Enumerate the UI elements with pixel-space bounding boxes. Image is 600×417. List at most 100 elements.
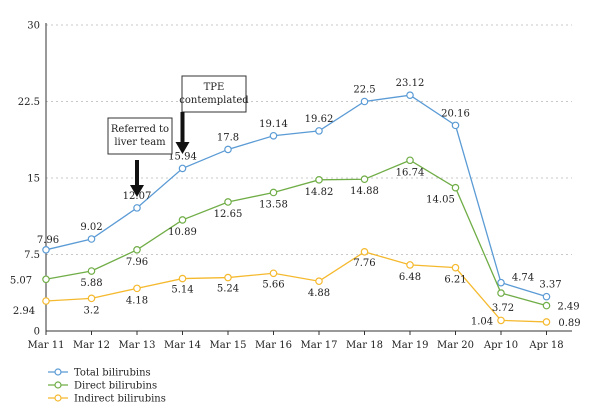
- data-point: [406, 156, 414, 165]
- x-tick-label: Mar 19: [392, 340, 429, 351]
- series-layer: [42, 91, 551, 326]
- data-label: 3.37: [539, 280, 561, 291]
- legend-label: Total bilirubins: [74, 368, 151, 379]
- data-label: 9.02: [80, 222, 102, 233]
- data-point: [87, 294, 96, 303]
- annotation-arrow-head: [130, 185, 144, 197]
- data-point: [133, 204, 141, 212]
- data-label: 5.66: [262, 279, 284, 290]
- data-label: 4.88: [308, 288, 330, 299]
- legend-marker: [54, 368, 62, 376]
- data-label: 20.16: [441, 108, 470, 119]
- data-label: 5.24: [217, 284, 239, 295]
- data-label: 5.14: [171, 285, 193, 296]
- data-point: [360, 97, 369, 106]
- data-label: 7.96: [37, 235, 59, 246]
- y-tick-label: 0: [34, 327, 40, 338]
- data-labels-layer: 7.969.0212.0715.9417.819.1419.6222.523.1…: [10, 78, 581, 329]
- legend-marker: [54, 394, 62, 402]
- data-point: [269, 131, 278, 140]
- series-line-1: [45, 94, 547, 298]
- data-point: [542, 318, 551, 326]
- y-tick-labels: 0 7.5 15 22.5 30: [18, 21, 40, 338]
- data-label: 2.49: [557, 302, 579, 313]
- annotation-callout: Referred to liver team: [107, 117, 173, 197]
- data-label: 5.07: [10, 275, 32, 286]
- data-point: [406, 261, 414, 269]
- x-tick-label: Mar 17: [301, 340, 338, 351]
- annotation-text: liver team: [114, 137, 166, 148]
- data-point: [315, 127, 323, 135]
- x-tick-label: Apr 18: [528, 340, 563, 351]
- data-label: 7.76: [353, 258, 375, 269]
- x-tick-label: Mar 18: [346, 340, 383, 351]
- data-label: 4.18: [126, 295, 148, 306]
- x-tick-label: Mar 16: [255, 340, 292, 351]
- data-label: 10.89: [168, 227, 197, 238]
- legend-marker: [54, 381, 62, 389]
- annotation-text: contemplated: [179, 95, 249, 106]
- data-label: 19.14: [259, 119, 288, 130]
- data-label: 6.21: [444, 275, 466, 286]
- data-label: 14.88: [350, 186, 379, 197]
- x-tick-label: Mar 11: [28, 340, 65, 351]
- annotation-text: Referred to: [111, 124, 169, 135]
- data-point: [224, 273, 232, 282]
- data-label: 13.58: [259, 199, 288, 210]
- y-tick-label: 15: [27, 174, 40, 185]
- data-point: [224, 198, 232, 206]
- data-point: [133, 246, 141, 254]
- data-label: 12.65: [214, 209, 243, 220]
- data-point: [497, 278, 505, 287]
- data-label: 5.88: [80, 278, 102, 289]
- data-point: [178, 216, 187, 224]
- legend: Total bilirubins Direct bilirubins Indirec…: [48, 368, 166, 405]
- data-label: 3.72: [492, 303, 514, 314]
- data-point: [497, 289, 505, 297]
- data-label: 23.12: [396, 78, 425, 89]
- data-label: 4.74: [512, 273, 534, 284]
- data-point: [133, 284, 141, 293]
- legend-label: Direct bilirubins: [74, 381, 157, 392]
- data-label: 0.89: [558, 318, 580, 329]
- data-point: [224, 145, 232, 154]
- data-point: [87, 235, 96, 243]
- data-label: 14.82: [305, 187, 334, 198]
- data-point: [42, 246, 50, 254]
- data-label: 16.74: [396, 167, 425, 178]
- data-point: [269, 188, 278, 197]
- data-point: [315, 176, 323, 184]
- annotation-callout: TPE contemplated: [175, 75, 249, 154]
- data-label: 1.04: [471, 316, 493, 327]
- y-tick-label: 30: [27, 21, 40, 32]
- data-point: [451, 183, 460, 192]
- data-point: [451, 121, 460, 130]
- legend-item: Total bilirubins: [48, 368, 151, 379]
- data-label: 3.2: [84, 305, 100, 316]
- annotation-text: TPE: [204, 82, 225, 93]
- data-point: [406, 91, 414, 99]
- annotation-box: [181, 75, 247, 113]
- y-tick-label: 7.5: [24, 250, 40, 261]
- data-point: [178, 164, 187, 173]
- axes: [45, 23, 572, 332]
- data-label: 6.48: [399, 272, 421, 283]
- data-point: [42, 275, 50, 284]
- data-point: [360, 175, 369, 184]
- data-point: [178, 274, 187, 283]
- series-line-3: [45, 251, 547, 323]
- data-point: [315, 277, 323, 286]
- data-label: 17.8: [217, 132, 239, 143]
- data-point: [542, 292, 551, 301]
- x-tick-label: Mar 20: [437, 340, 474, 351]
- x-tick-labels: Mar 11 Mar 12 Mar 13 Mar 14 Mar 15 Mar 16 Mar …: [28, 331, 564, 351]
- x-tick-label: Apr 10: [483, 340, 518, 351]
- data-point: [42, 297, 50, 305]
- data-label: 7.96: [126, 257, 148, 268]
- data-label: 15.94: [168, 151, 197, 162]
- x-tick-label: Mar 14: [164, 340, 201, 351]
- data-label: 22.5: [353, 85, 375, 96]
- data-point: [542, 301, 551, 310]
- data-point: [360, 248, 369, 256]
